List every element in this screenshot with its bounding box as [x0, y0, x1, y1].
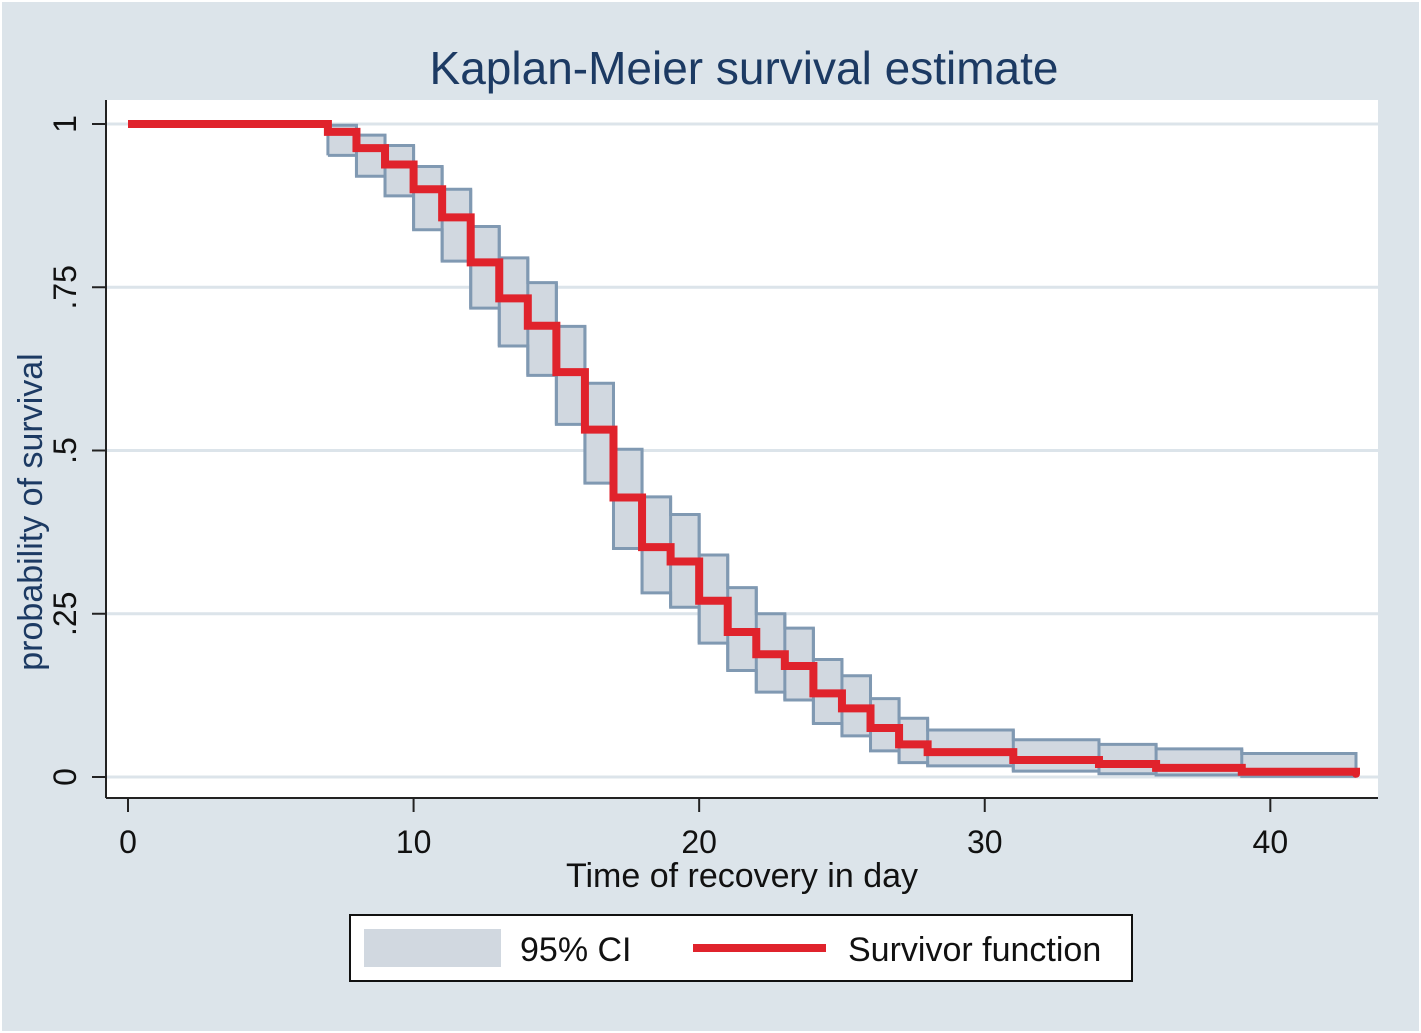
x-tick-label-0: 0	[119, 824, 137, 860]
survivor-line	[128, 120, 1360, 776]
x-tick-label-2: 20	[681, 824, 717, 860]
y-axis-label: probability of survival	[12, 353, 50, 670]
legend-ci-label: 95% CI	[520, 931, 632, 969]
survivor-layer	[128, 120, 1360, 778]
y-tick-label-0: 0	[47, 768, 83, 786]
y-tick-label-2: .5	[47, 437, 83, 464]
chart-title: Kaplan-Meier survival estimate	[430, 42, 1059, 94]
x-tick-label-4: 40	[1253, 824, 1289, 860]
x-tick-label-3: 30	[967, 824, 1003, 860]
x-tick-label-1: 10	[396, 824, 432, 860]
legend-ci-swatch	[364, 929, 501, 967]
legend: 95% CI Survivor function	[349, 914, 1133, 982]
y-tick-label-1: .25	[47, 592, 83, 636]
legend-survivor-label: Survivor function	[848, 931, 1101, 969]
axes	[105, 100, 1378, 799]
y-tick-label-3: .75	[47, 265, 83, 309]
y-tick-label-4: 1	[47, 115, 83, 133]
survivor-end-point	[1352, 769, 1360, 778]
x-axis-label: Time of recovery in day	[566, 857, 918, 895]
